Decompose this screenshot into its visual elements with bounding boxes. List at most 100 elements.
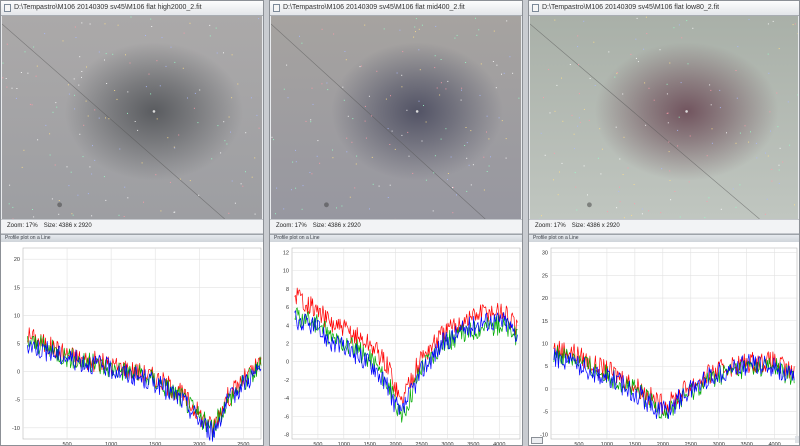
noise-pixel <box>105 117 106 119</box>
vignette-shadow <box>271 16 521 219</box>
noise-pixel <box>465 127 467 128</box>
noise-pixel <box>165 65 167 67</box>
noise-pixel <box>2 77 4 79</box>
scratch-line <box>2 23 225 219</box>
noise-pixel <box>178 134 180 136</box>
noise-pixel <box>49 154 51 156</box>
noise-pixel <box>346 137 348 139</box>
noise-pixel <box>771 180 773 182</box>
noise-pixel <box>440 59 442 60</box>
noise-pixel <box>506 20 508 22</box>
noise-pixel <box>311 173 313 175</box>
noise-pixel <box>666 83 668 85</box>
noise-pixel <box>483 156 485 158</box>
noise-pixel <box>145 35 146 36</box>
pane-divider[interactable] <box>523 0 528 446</box>
noise-pixel <box>5 78 7 79</box>
noise-pixel <box>447 80 449 82</box>
image-window-3[interactable]: D:\Tempastro\M106 20140309 sv45\M106 fla… <box>528 0 800 446</box>
series-line <box>27 327 262 436</box>
noise-pixel <box>127 112 128 114</box>
x-tick-label: 1000 <box>105 442 117 446</box>
noise-pixel <box>559 171 560 173</box>
noise-pixel <box>291 189 292 191</box>
noise-pixel <box>434 155 436 157</box>
noise-pixel <box>72 214 74 216</box>
noise-pixel <box>418 49 420 51</box>
dust-spot <box>324 202 329 208</box>
window-titlebar[interactable]: D:\Tempastro\M106 20140309 sv45\M106 fla… <box>529 1 799 16</box>
noise-pixel <box>622 174 624 175</box>
noise-pixel <box>797 94 798 96</box>
noise-pixel <box>488 138 490 140</box>
profile-plot-window[interactable]: Profile plot on a Line 500 1000 1500 2000 25… <box>270 234 522 445</box>
noise-pixel <box>648 210 650 212</box>
profile-plot-window[interactable]: Profile plot on a Line 500 1000 1500 2000 25… <box>1 234 263 445</box>
noise-pixel <box>787 101 789 103</box>
profile-plot-window[interactable]: Profile plot on a Line 500 1000 1500 2000 25… <box>529 234 799 445</box>
noise-pixel <box>415 31 416 33</box>
noise-pixel <box>543 97 544 99</box>
image-canvas[interactable] <box>530 16 798 219</box>
noise-pixel <box>387 197 389 198</box>
noise-pixel <box>245 132 247 134</box>
noise-pixel <box>750 131 751 133</box>
x-tick-label: 2500 <box>415 442 427 446</box>
noise-pixel <box>33 216 35 218</box>
noise-pixel <box>49 133 51 135</box>
noise-pixel <box>461 87 463 89</box>
noise-pixel <box>488 165 490 167</box>
noise-pixel <box>75 37 77 38</box>
noise-pixel <box>145 86 147 88</box>
noise-pixel <box>456 194 457 196</box>
noise-pixel <box>575 186 577 188</box>
noise-pixel <box>425 121 427 123</box>
x-tick-label: 500 <box>574 442 583 446</box>
noise-pixel <box>406 109 408 111</box>
noise-pixel <box>616 73 618 75</box>
size-label: Size: 4386 x 2920 <box>312 223 361 229</box>
scratch-line <box>271 23 486 219</box>
y-tick-label: 0 <box>545 387 548 393</box>
noise-pixel <box>94 159 96 161</box>
image-window-2[interactable]: D:\Tempastro\M106 20140309 sv45\M106 fla… <box>269 0 523 446</box>
noise-pixel <box>767 155 769 157</box>
noise-pixel <box>495 87 497 89</box>
noise-pixel <box>11 87 13 89</box>
noise-pixel <box>630 53 632 55</box>
noise-pixel <box>368 95 370 97</box>
x-tick-label: 4000 <box>769 442 781 446</box>
noise-pixel <box>12 206 14 208</box>
noise-pixel <box>618 190 620 192</box>
y-tick-label: 15 <box>14 285 20 291</box>
noise-pixel <box>112 53 114 55</box>
y-tick-label: 10 <box>283 269 289 275</box>
image-canvas[interactable] <box>2 16 262 219</box>
plot-scrollbar[interactable] <box>795 436 799 443</box>
noise-pixel <box>577 125 579 127</box>
noise-pixel <box>45 124 47 126</box>
noise-pixel <box>704 217 706 219</box>
noise-pixel <box>412 172 414 174</box>
noise-pixel <box>772 20 774 22</box>
zoom-label: Zoom: 17% <box>276 223 307 229</box>
noise-pixel <box>577 35 579 37</box>
noise-pixel <box>616 207 618 209</box>
noise-pixel <box>583 165 585 167</box>
noise-pixel <box>148 73 150 75</box>
noise-pixel <box>371 156 373 158</box>
window-titlebar[interactable]: D:\Tempastro\M106 20140309 sv45\M106 fla… <box>1 1 263 16</box>
plot-options-button[interactable] <box>531 437 543 444</box>
noise-pixel <box>779 147 781 149</box>
image-canvas[interactable] <box>271 16 521 219</box>
noise-pixel <box>29 103 31 105</box>
noise-pixel <box>498 117 500 119</box>
window-titlebar[interactable]: D:\Tempastro\M106 20140309 sv45\M106 fla… <box>270 1 522 16</box>
pane-divider[interactable] <box>264 0 269 446</box>
noise-pixel <box>607 211 608 213</box>
image-window-1[interactable]: D:\Tempastro\M106 20140309 sv45\M106 fla… <box>0 0 264 446</box>
noise-pixel <box>576 209 578 211</box>
noise-pixel <box>460 99 462 101</box>
noise-pixel <box>106 83 108 84</box>
noise-pixel <box>250 97 252 99</box>
